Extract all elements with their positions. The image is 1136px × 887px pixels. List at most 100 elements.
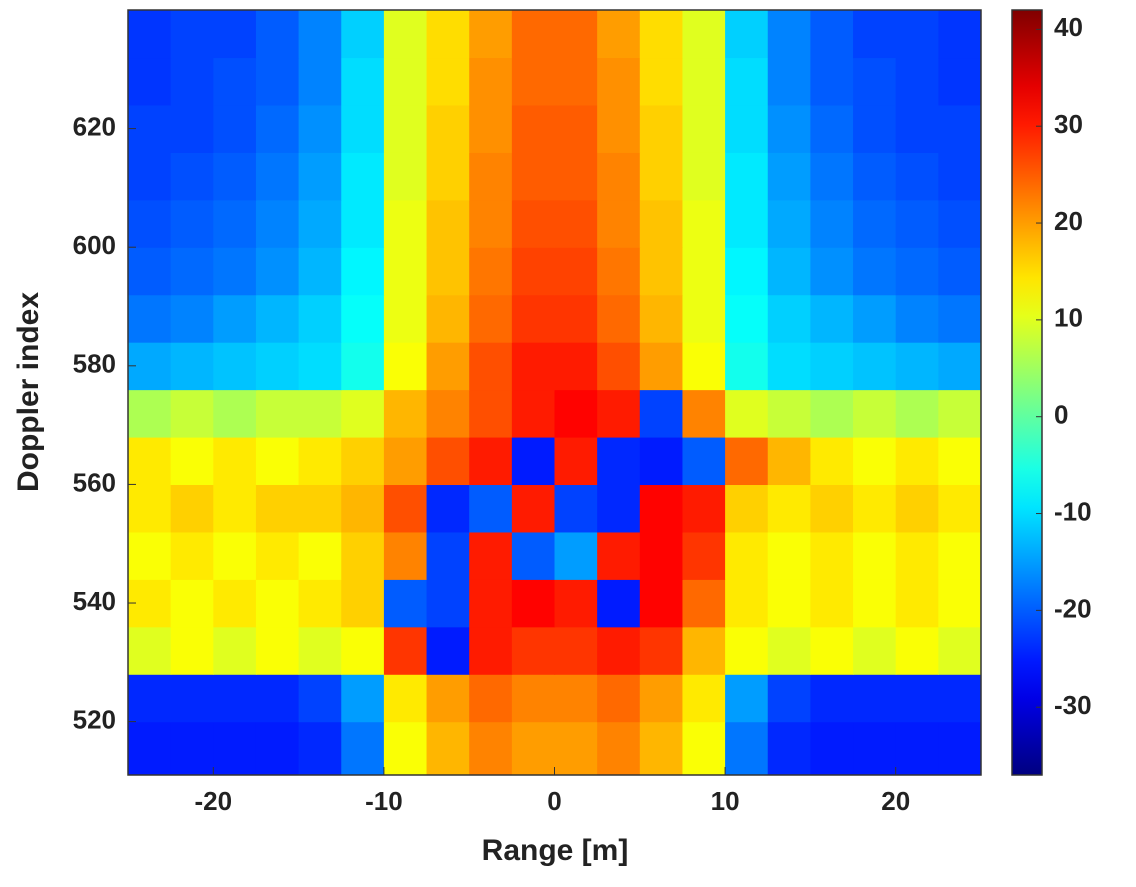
heatmap-cell (853, 342, 897, 391)
heatmap-cell (554, 389, 598, 438)
heatmap-cell (341, 342, 385, 391)
heatmap-cell (938, 104, 981, 153)
heatmap-cell (469, 721, 513, 775)
heatmap-cell (255, 247, 300, 296)
heatmap-cell (725, 104, 769, 153)
heatmap-cell (554, 626, 598, 675)
heatmap-cell (597, 484, 641, 533)
heatmap-cell (341, 152, 385, 201)
heatmap-cell (213, 626, 257, 675)
heatmap-cell (255, 199, 300, 248)
heatmap-cell (895, 389, 939, 438)
heatmap-cell (853, 104, 897, 153)
heatmap-cell (895, 579, 939, 628)
heatmap-cell (213, 10, 257, 59)
heatmap-cell (810, 294, 854, 343)
heatmap-cell (767, 199, 811, 248)
heatmap-cell (426, 389, 470, 438)
heatmap-cell (810, 10, 854, 59)
heatmap-cell (469, 579, 513, 628)
heatmap-cell (810, 674, 854, 723)
heatmap-cell (255, 484, 300, 533)
heatmap-cell (938, 57, 981, 106)
heatmap-cell (597, 152, 641, 201)
heatmap-cell (597, 721, 641, 775)
heatmap-cell (895, 674, 939, 723)
heatmap-cell (895, 294, 939, 343)
heatmap-cell (383, 389, 428, 438)
heatmap (128, 10, 981, 775)
heatmap-cell (554, 484, 598, 533)
heatmap-cell (767, 579, 811, 628)
heatmap-cell (554, 721, 598, 775)
heatmap-cell (213, 57, 257, 106)
heatmap-cell (511, 104, 556, 153)
heatmap-cell (469, 104, 513, 153)
heatmap-cell (639, 389, 684, 438)
heatmap-cell (938, 152, 981, 201)
heatmap-cell (341, 436, 385, 486)
heatmap-cell (597, 294, 641, 343)
heatmap-cell (682, 389, 726, 438)
heatmap-cell (810, 247, 854, 296)
heatmap-cell (255, 104, 300, 153)
heatmap-cell (255, 436, 300, 486)
heatmap-cell (725, 10, 769, 59)
heatmap-cell (341, 484, 385, 533)
x-tick-label: -20 (195, 786, 233, 816)
heatmap-cell (213, 721, 257, 775)
heatmap-cell (554, 152, 598, 201)
heatmap-cell (810, 579, 854, 628)
heatmap-cell (682, 342, 726, 391)
heatmap-cell (682, 10, 726, 59)
heatmap-cell (383, 579, 428, 628)
heatmap-cell (639, 342, 684, 391)
heatmap-cell (128, 294, 172, 343)
heatmap-cell (383, 152, 428, 201)
heatmap-cell (895, 199, 939, 248)
heatmap-cell (511, 152, 556, 201)
heatmap-cell (554, 674, 598, 723)
heatmap-cell (938, 436, 981, 486)
heatmap-cell (767, 531, 811, 580)
heatmap-cell (895, 626, 939, 675)
heatmap-cell (469, 626, 513, 675)
heatmap-cell (213, 674, 257, 723)
heatmap-cell (128, 152, 172, 201)
heatmap-cell (682, 199, 726, 248)
heatmap-cell (597, 579, 641, 628)
heatmap-cell (426, 436, 470, 486)
heatmap-cell (682, 579, 726, 628)
heatmap-cell (426, 626, 470, 675)
heatmap-cell (895, 436, 939, 486)
heatmap-cell (554, 57, 598, 106)
heatmap-cell (767, 389, 811, 438)
colorbar-tick-label: -20 (1054, 593, 1092, 623)
heatmap-cell (469, 247, 513, 296)
heatmap-cell (426, 57, 470, 106)
heatmap-cell (639, 294, 684, 343)
heatmap-cell (810, 104, 854, 153)
heatmap-cell (255, 721, 300, 775)
heatmap-cell (682, 57, 726, 106)
heatmap-cell (170, 674, 214, 723)
heatmap-cell (170, 531, 214, 580)
heatmap-cell (597, 531, 641, 580)
heatmap-cell (170, 484, 214, 533)
x-tick-label: -10 (365, 786, 403, 816)
heatmap-cell (170, 10, 214, 59)
heatmap-cell (170, 389, 214, 438)
y-tick-label: 540 (73, 586, 116, 616)
heatmap-cell (682, 626, 726, 675)
heatmap-cell (810, 199, 854, 248)
heatmap-cell (639, 10, 684, 59)
y-tick-label: 580 (73, 349, 116, 379)
heatmap-cell (895, 104, 939, 153)
heatmap-cell (725, 294, 769, 343)
heatmap-cell (725, 721, 769, 775)
heatmap-cell (298, 342, 342, 391)
heatmap-cell (213, 484, 257, 533)
heatmap-cell (341, 57, 385, 106)
y-tick-label: 560 (73, 467, 116, 497)
heatmap-cell (298, 531, 342, 580)
